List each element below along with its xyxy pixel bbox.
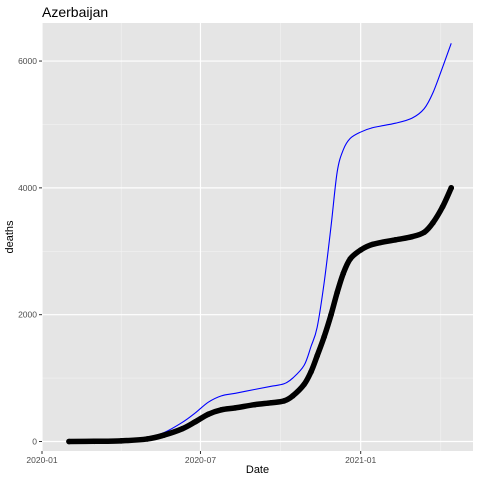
y-axis: 0 2000 4000 6000 — [18, 56, 42, 446]
x-tick-label: 2020-01 — [26, 455, 57, 465]
series-line — [68, 43, 452, 443]
data-point — [118, 438, 125, 444]
data-point — [448, 185, 455, 191]
grid-major — [41, 23, 473, 451]
series-layer — [66, 43, 455, 445]
data-point — [281, 398, 287, 404]
chart-title: Azerbaijan — [42, 4, 108, 20]
data-point — [161, 432, 167, 438]
grid-minor — [42, 23, 473, 451]
x-tick-label: 2021-01 — [345, 455, 376, 465]
x-tick-label: 2020-07 — [185, 455, 216, 465]
data-point — [321, 334, 327, 340]
y-tick-label: 6000 — [18, 56, 37, 66]
y-axis-title: deaths — [4, 220, 16, 254]
data-point — [289, 393, 296, 399]
data-point — [334, 289, 340, 296]
data-point — [66, 438, 72, 445]
data-point — [370, 241, 376, 248]
data-point — [347, 256, 354, 262]
data-point — [328, 311, 334, 318]
x-axis: 2020-01 2020-07 2021-01 — [26, 451, 377, 465]
data-point — [357, 247, 364, 253]
data-point — [308, 368, 314, 375]
data-point — [392, 237, 399, 243]
data-point — [205, 411, 212, 418]
x-axis-title: Date — [246, 464, 269, 476]
data-point — [340, 270, 347, 277]
data-point — [91, 438, 98, 445]
series-0 — [68, 43, 452, 443]
data-point — [179, 426, 185, 432]
data-point — [430, 219, 436, 226]
y-tick-label: 4000 — [18, 183, 37, 193]
data-point — [144, 436, 151, 442]
y-tick-label: 2000 — [18, 310, 37, 320]
data-point — [192, 419, 199, 425]
data-point — [232, 405, 239, 411]
data-point — [268, 400, 274, 406]
data-point — [421, 229, 428, 236]
data-point — [251, 401, 258, 408]
data-point — [409, 233, 415, 240]
data-point — [301, 381, 307, 388]
y-tick-label: 0 — [32, 436, 37, 446]
data-point — [218, 406, 225, 413]
data-point — [314, 353, 320, 359]
series-1 — [66, 185, 455, 445]
data-point — [439, 204, 446, 210]
